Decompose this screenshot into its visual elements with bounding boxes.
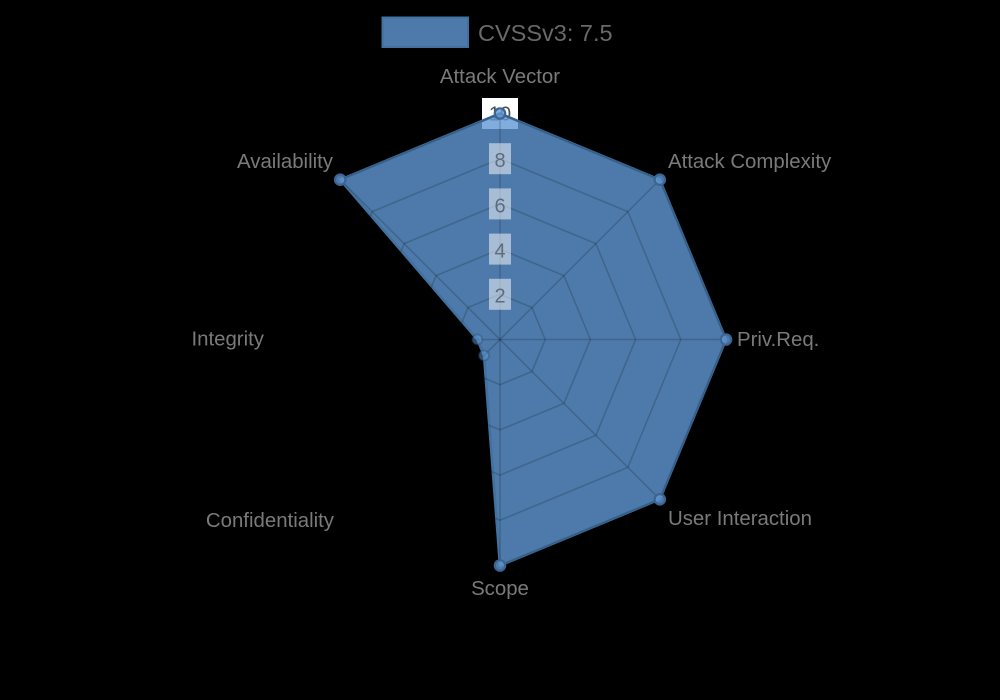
svg-text:Availability: Availability [237, 151, 334, 173]
svg-text:8: 8 [494, 150, 505, 172]
svg-text:6: 6 [494, 195, 505, 217]
svg-text:Integrity: Integrity [191, 329, 264, 351]
svg-text:Scope: Scope [471, 578, 529, 600]
svg-text:2: 2 [494, 286, 505, 308]
svg-text:Attack Complexity: Attack Complexity [668, 151, 832, 173]
svg-text:CVSSv3: 7.5: CVSSv3: 7.5 [478, 20, 613, 46]
svg-text:Priv.Req.: Priv.Req. [737, 329, 819, 351]
svg-text:User Interaction: User Interaction [668, 508, 812, 530]
svg-text:Confidentiality: Confidentiality [206, 510, 335, 532]
svg-text:Attack Vector: Attack Vector [440, 66, 560, 88]
svg-text:4: 4 [494, 241, 505, 263]
